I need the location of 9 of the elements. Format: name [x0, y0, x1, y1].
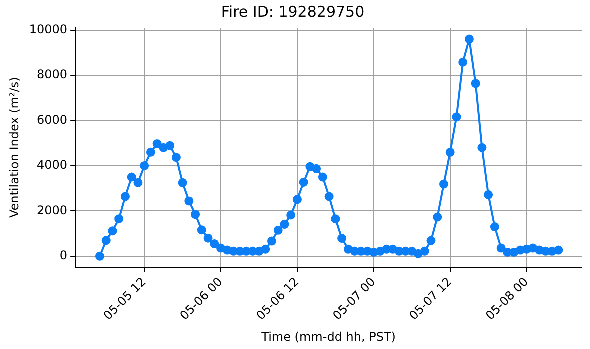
y-tick-label: 0 [60, 248, 68, 263]
y-tick-label: 8000 [37, 68, 68, 82]
chart-title: Fire ID: 192829750 [221, 2, 365, 21]
y-tick-label: 2000 [37, 203, 68, 218]
y-tick-label: 6000 [37, 112, 68, 127]
x-axis-title: Time (mm-dd hh, PST) [260, 330, 396, 344]
y-tick-label: 10000 [29, 22, 68, 36]
y-axis-title: Ventilation Index (m²/s) [7, 77, 22, 218]
y-tick-label: 4000 [37, 158, 68, 172]
